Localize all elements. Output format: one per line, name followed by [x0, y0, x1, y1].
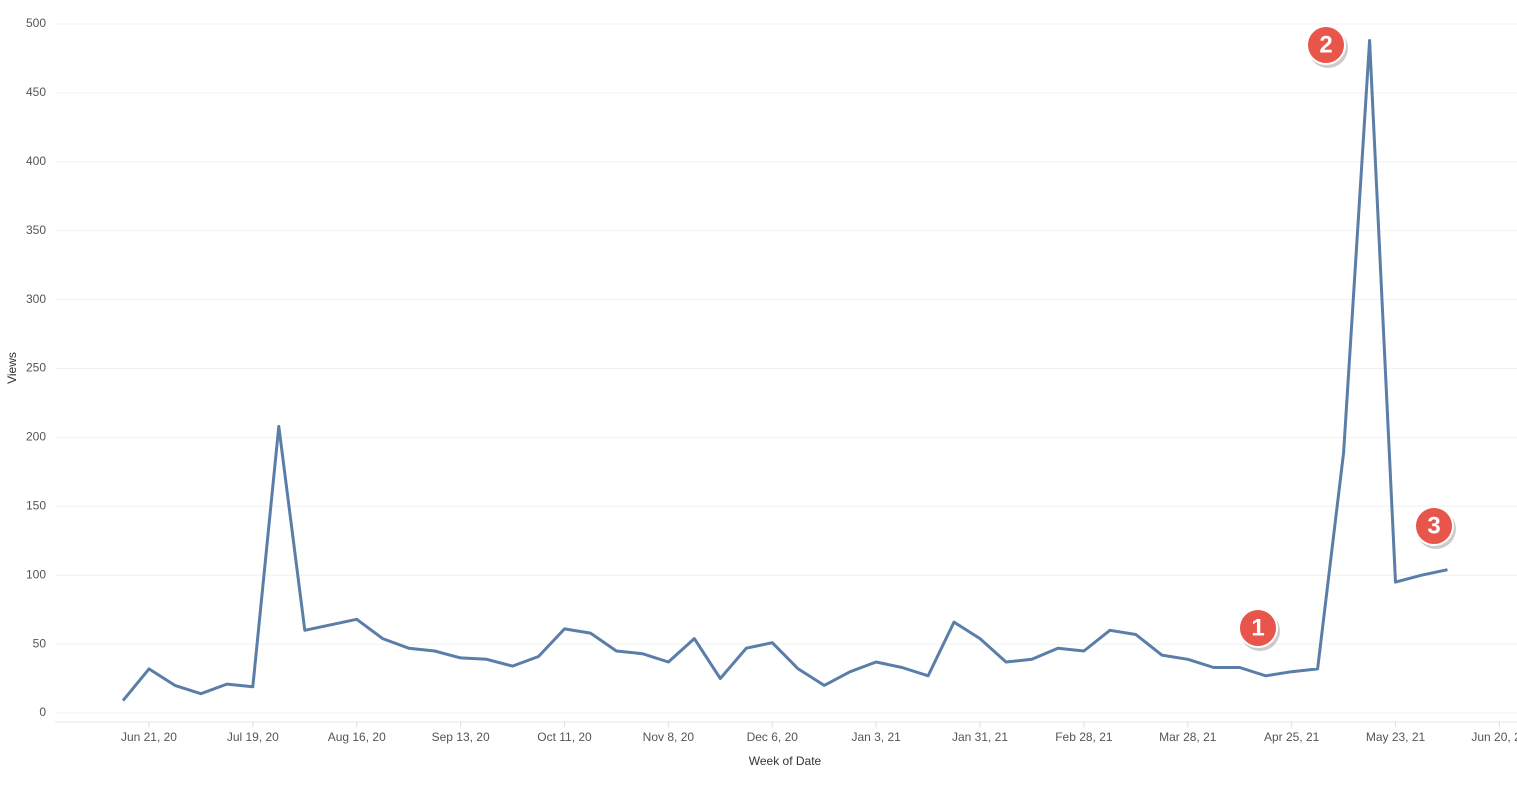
y-tick-label: 350 — [26, 223, 46, 237]
y-tick-label: 250 — [26, 361, 46, 375]
y-tick-label: 150 — [26, 498, 46, 512]
x-tick-label: Jun 20, 21 — [1471, 730, 1517, 744]
y-tick-label: 500 — [26, 16, 46, 30]
x-tick-label: Feb 28, 21 — [1055, 730, 1113, 744]
x-tick-label: Aug 16, 20 — [328, 730, 386, 744]
y-tick-label: 200 — [26, 430, 46, 444]
x-tick-label: Nov 8, 20 — [643, 730, 695, 744]
y-tick-label: 100 — [26, 567, 46, 581]
x-tick-label: Apr 25, 21 — [1264, 730, 1320, 744]
x-tick-label: Oct 11, 20 — [537, 730, 592, 744]
annotation-badge — [1414, 506, 1454, 546]
x-tick-label: Jul 19, 20 — [227, 730, 279, 744]
x-tick-label: Jan 31, 21 — [952, 730, 1008, 744]
line-series — [121, 39, 1448, 702]
y-tick-label: 0 — [39, 705, 46, 719]
x-tick-label: Jun 21, 20 — [121, 730, 177, 744]
x-tick-label: May 23, 21 — [1366, 730, 1426, 744]
y-axis-label: Views — [5, 352, 19, 384]
y-tick-label: 400 — [26, 154, 46, 168]
annotation-label: 1 — [1251, 614, 1264, 641]
annotation-label: 2 — [1319, 31, 1332, 58]
x-tick-label: Dec 6, 20 — [747, 730, 799, 744]
x-tick-label: Mar 28, 21 — [1159, 730, 1217, 744]
y-tick-label: 300 — [26, 292, 46, 306]
annotation-badge — [1238, 608, 1278, 648]
x-tick-label: Jan 3, 21 — [851, 730, 901, 744]
x-axis-label: Week of Date — [749, 754, 822, 768]
x-tick-label: Sep 13, 20 — [432, 730, 490, 744]
y-tick-label: 450 — [26, 85, 46, 99]
y-tick-label: 50 — [33, 636, 47, 650]
annotation-badge — [1306, 25, 1346, 65]
annotation-label: 3 — [1427, 512, 1440, 539]
